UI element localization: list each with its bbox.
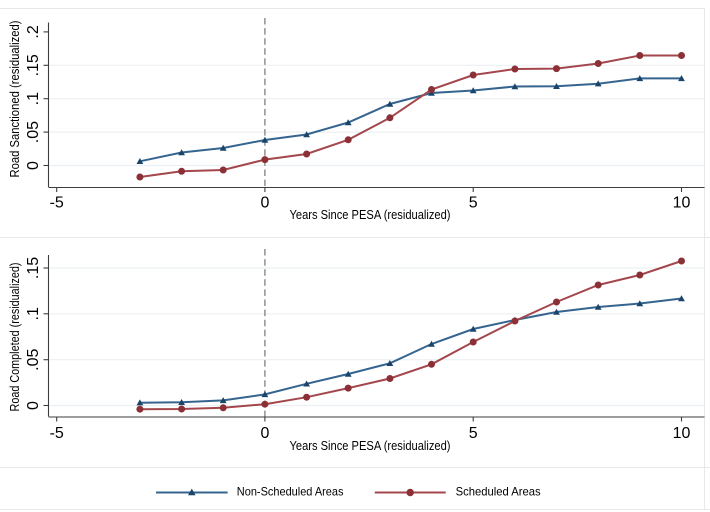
svg-text:Years Since PESA (residualized: Years Since PESA (residualized) (290, 207, 451, 222)
svg-text:Road Sanctioned (residualized): Road Sanctioned (residualized) (8, 20, 22, 177)
svg-text:10: 10 (673, 425, 691, 442)
svg-text:0: 0 (25, 401, 42, 410)
svg-text:.15: .15 (25, 257, 42, 279)
svg-text:-5: -5 (50, 195, 64, 212)
svg-text:0: 0 (260, 425, 269, 442)
svg-text:-5: -5 (50, 425, 64, 442)
svg-text:0: 0 (25, 161, 42, 170)
svg-text:.05: .05 (25, 348, 42, 370)
svg-text:5: 5 (469, 195, 478, 212)
svg-text:Years Since PESA (residualized: Years Since PESA (residualized) (290, 438, 451, 453)
svg-text:0: 0 (260, 195, 269, 212)
svg-text:.05: .05 (25, 121, 42, 143)
svg-text:.1: .1 (25, 92, 42, 105)
svg-text:.1: .1 (25, 307, 42, 320)
svg-text:Road Completed (residualized): Road Completed (residualized) (8, 263, 22, 412)
svg-text:5: 5 (469, 425, 478, 442)
svg-text:Non-Scheduled Areas: Non-Scheduled Areas (237, 485, 344, 499)
svg-text:10: 10 (673, 195, 691, 212)
svg-text:.15: .15 (25, 54, 42, 76)
svg-text:Scheduled Areas: Scheduled Areas (456, 485, 541, 499)
svg-text:.2: .2 (25, 25, 42, 38)
